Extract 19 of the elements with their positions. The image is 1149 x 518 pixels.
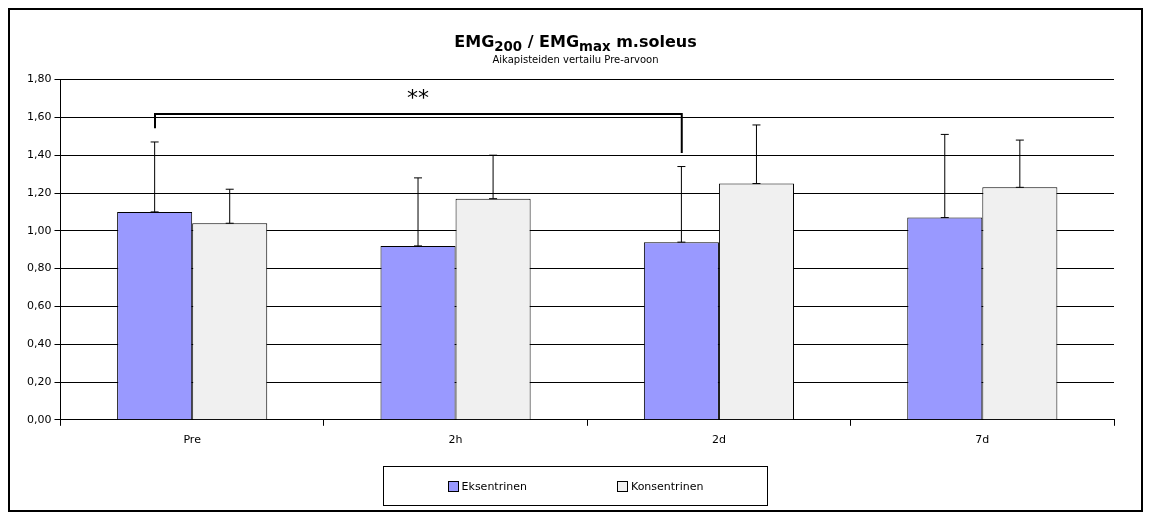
y-tick-label: 1,20: [26, 185, 52, 199]
x-tick-label: 7d: [975, 433, 990, 447]
y-tick-label: 0,60: [26, 299, 52, 313]
y-tick-label: 0,80: [26, 261, 52, 275]
legend-label: Konsentrinen: [630, 479, 704, 493]
annotation: **: [393, 84, 444, 110]
x-tick-label: 2d: [711, 433, 726, 447]
y-tick-label: 0,20: [26, 374, 52, 388]
y-tick-label: 1,60: [26, 110, 52, 124]
chart-subtitle: Aikapisteiden vertailu Pre-arvoon: [491, 54, 660, 66]
x-tick-label: 2h: [448, 433, 463, 447]
legend-label: Eksentrinen: [461, 479, 527, 493]
y-tick-label: 1,40: [26, 148, 52, 162]
y-tick-label: 1,00: [26, 223, 52, 237]
y-tick-label: 0,40: [26, 337, 52, 351]
chart-title: EMG$_{200}$ / EMG$_{max}$ m.soleus: [453, 32, 698, 55]
y-tick-label: 0,00: [26, 412, 52, 426]
y-tick-label: 1,80: [26, 72, 52, 86]
x-tick-label: Pre: [183, 433, 202, 447]
